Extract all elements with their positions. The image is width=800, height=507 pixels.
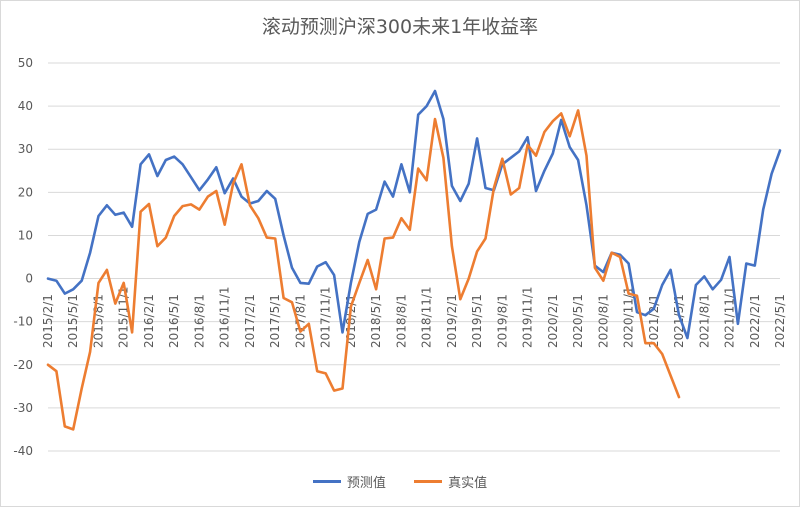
x-tick-label: 2021/8/1	[697, 294, 711, 348]
x-tick-label: 2022/2/1	[748, 294, 762, 348]
legend-label-predicted: 预测值	[346, 476, 386, 491]
x-tick-label: 2018/5/1	[369, 294, 383, 348]
x-tick-label: 2020/11/1	[622, 286, 636, 348]
y-tick-label: -40	[13, 444, 33, 458]
legend-item-actual: 真实值	[414, 472, 487, 491]
y-tick-label: 20	[18, 185, 33, 199]
x-tick-label: 2019/2/1	[445, 294, 459, 348]
x-tick-label: 2021/5/1	[672, 294, 686, 348]
y-tick-label: -30	[13, 401, 33, 415]
x-tick-label: 2017/8/1	[293, 294, 307, 348]
x-tick-label: 2016/8/1	[192, 294, 206, 348]
x-tick-label: 2020/5/1	[571, 294, 585, 348]
y-tick-label: -10	[13, 315, 33, 329]
x-tick-label: 2016/5/1	[167, 294, 181, 348]
y-tick-label: 10	[18, 228, 33, 242]
x-tick-label: 2016/11/1	[218, 286, 232, 348]
x-tick-label: 2017/2/1	[243, 294, 257, 348]
y-tick-label: -20	[13, 358, 33, 372]
x-tick-label: 2019/8/1	[495, 294, 509, 348]
y-tick-label: 0	[25, 272, 33, 286]
x-tick-label: 2018/8/1	[394, 294, 408, 348]
x-tick-label: 2018/2/1	[344, 294, 358, 348]
series-line-actual	[46, 109, 681, 431]
y-tick-label: 50	[18, 56, 33, 70]
x-tick-label: 2018/11/1	[420, 286, 434, 348]
x-tick-label: 2022/5/1	[773, 294, 787, 348]
x-tick-label: 2020/2/1	[546, 294, 560, 348]
x-tick-label: 2020/8/1	[596, 294, 610, 348]
x-tick-label: 2016/2/1	[142, 294, 156, 348]
x-tick-label: 2021/11/1	[723, 286, 737, 348]
x-tick-label: 2021/2/1	[647, 294, 661, 348]
x-tick-label: 2017/11/1	[319, 286, 333, 348]
x-tick-label: 2017/5/1	[268, 294, 282, 348]
x-tick-label: 2015/2/1	[41, 294, 55, 348]
series-line-predicted	[46, 89, 782, 340]
x-tick-label: 2019/5/1	[470, 294, 484, 348]
chart-title: 滚动预测沪深300未来1年收益率	[261, 16, 539, 38]
y-tick-label: 30	[18, 142, 33, 156]
x-tick-label: 2019/11/1	[521, 286, 535, 348]
legend-item-predicted: 预测值	[312, 472, 386, 491]
legend-swatch-actual	[414, 480, 443, 483]
legend: 预测值 真实值	[0, 472, 800, 491]
legend-label-actual: 真实值	[448, 476, 488, 491]
y-tick-label: 40	[18, 99, 33, 113]
x-tick-label: 2015/5/1	[66, 294, 80, 348]
legend-swatch-predicted	[312, 480, 341, 483]
